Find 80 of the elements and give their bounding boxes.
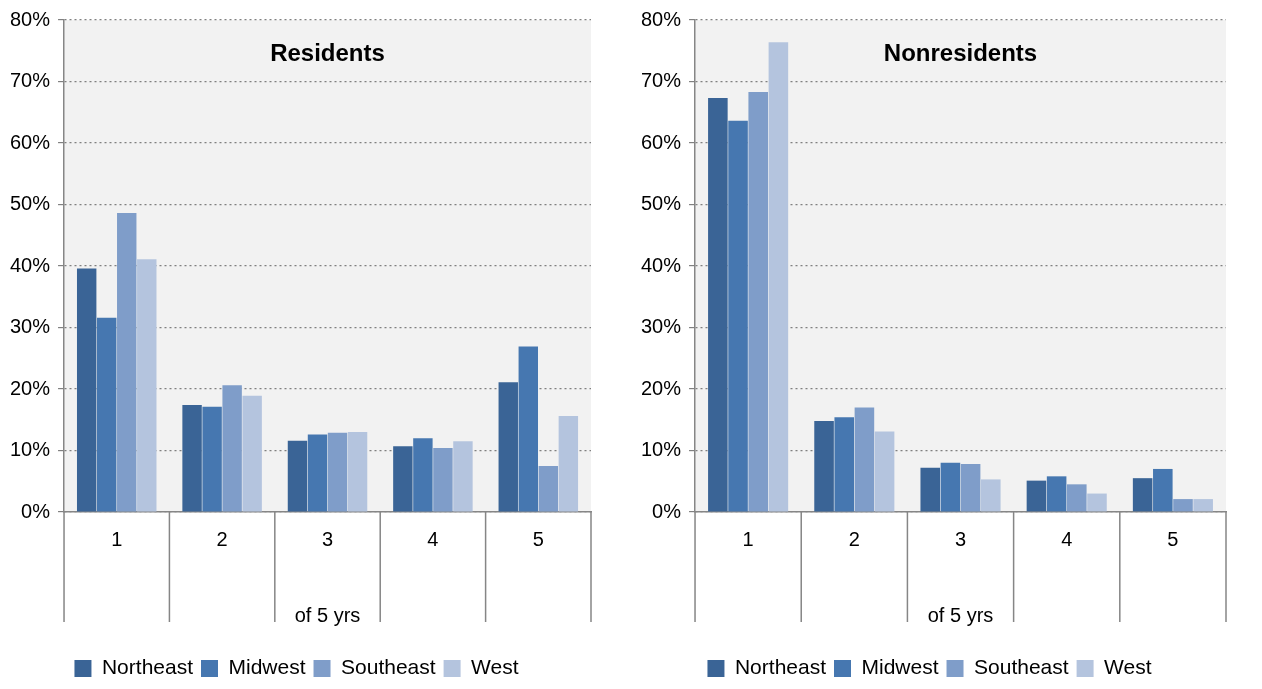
bar [1193,499,1213,512]
y-tick-label: 30% [10,315,51,338]
y-tick-label: 20% [10,376,51,399]
bar [538,465,559,512]
bar [854,407,875,512]
bar [1026,480,1047,512]
legend-label: Southeast [341,655,436,679]
bar [1087,493,1107,512]
y-tick-label: 20% [641,376,682,399]
bar [453,441,473,512]
legend-label: Southeast [974,655,1069,679]
x-tick-label: 4 [427,527,439,550]
bar [498,382,518,512]
bar [1046,476,1067,512]
y-tick-label: 30% [641,315,682,338]
bar [1153,468,1173,512]
x-tick-label: 4 [1061,527,1073,550]
bar [413,438,433,512]
bar [393,446,413,512]
legend-label: Midwest [228,655,306,679]
bar [242,395,262,512]
y-tick-label: 50% [641,192,682,215]
bar [558,416,579,512]
legend-label: West [471,655,519,679]
y-tick-label: 0% [21,499,51,522]
bar [728,120,748,512]
y-tick-label: 0% [652,499,682,522]
bar [1173,499,1193,512]
y-tick-label: 10% [10,438,51,461]
legend-label: Midwest [861,655,939,679]
y-tick-label: 40% [10,253,51,276]
bar [347,432,368,512]
text: Residents [270,38,385,66]
y-tick-label: 10% [641,438,682,461]
x-tick-label: 1 [111,527,123,550]
text: Nonresidents [883,38,1038,66]
bar [327,432,348,512]
y-tick-label: 80% [10,7,51,30]
bar [920,467,941,512]
bar [202,406,222,512]
bar [182,404,202,512]
bar [117,213,137,512]
x-tick-label: 2 [216,527,228,550]
x-tick-label: 5 [1167,527,1179,550]
y-tick-label: 60% [641,130,682,153]
bar [222,385,242,512]
bar [97,317,117,512]
x-axis-title: of 5 yrs [927,603,994,626]
bar [76,268,97,512]
x-tick-label: 3 [321,527,334,550]
bar [1067,484,1087,512]
y-tick-label: 40% [641,253,682,276]
bar [940,462,961,512]
bar [1132,478,1153,512]
bar [307,434,328,512]
bar [834,417,855,512]
x-axis-title: of 5 yrs [294,603,361,626]
x-tick-label: 1 [742,527,754,550]
bar [748,91,768,512]
legend-label: Northeast [734,655,827,679]
x-tick-label: 5 [532,527,544,550]
legend-label: West [1104,655,1152,679]
x-tick-label: 2 [848,527,860,550]
bar [960,464,981,512]
bar [768,42,789,512]
bar [814,420,834,512]
y-tick-label: 80% [641,7,682,30]
y-tick-label: 50% [10,192,51,215]
bar [874,431,895,512]
bar [980,479,1001,512]
bar [708,98,728,512]
y-tick-label: 70% [10,69,51,92]
bar [287,440,308,512]
bar [137,259,157,512]
x-tick-label: 3 [954,527,967,550]
y-tick-label: 60% [10,130,51,153]
bar [433,448,453,512]
legend-label: Northeast [101,655,194,679]
bar [518,346,538,512]
y-tick-label: 70% [641,69,682,92]
